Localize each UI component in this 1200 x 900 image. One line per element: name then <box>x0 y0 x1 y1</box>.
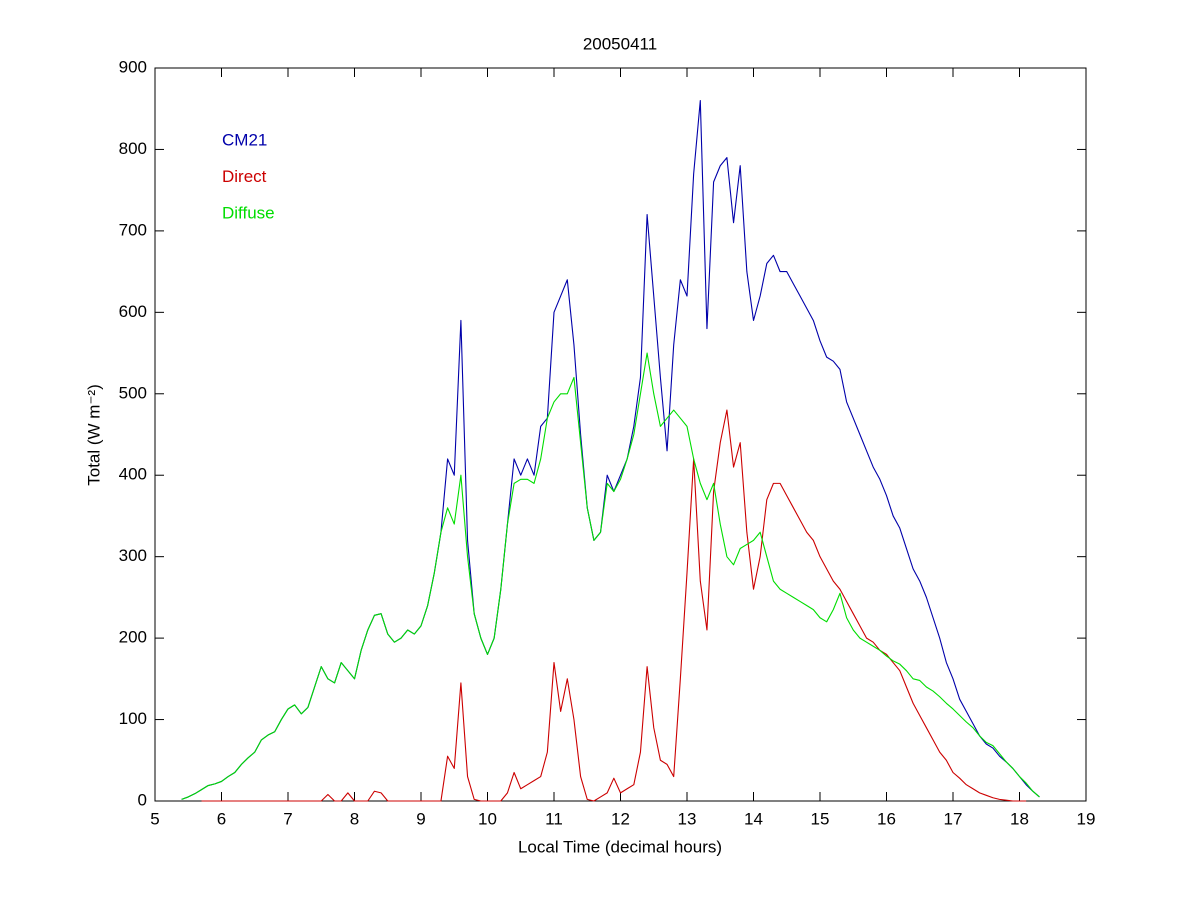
y-tick-label: 200 <box>119 628 147 647</box>
legend-entry: Direct <box>222 167 267 186</box>
x-tick-label: 5 <box>150 809 159 828</box>
x-tick-label: 6 <box>217 809 226 828</box>
legend-entry: CM21 <box>222 130 267 149</box>
x-tick-label: 14 <box>744 809 763 828</box>
x-axis-label: Local Time (decimal hours) <box>518 837 722 856</box>
y-tick-label: 300 <box>119 546 147 565</box>
x-tick-label: 10 <box>478 809 497 828</box>
x-tick-label: 7 <box>283 809 292 828</box>
y-tick-label: 0 <box>138 790 147 809</box>
x-tick-label: 17 <box>944 809 963 828</box>
x-tick-label: 8 <box>350 809 359 828</box>
y-tick-label: 800 <box>119 139 147 158</box>
x-tick-label: 13 <box>678 809 697 828</box>
x-tick-label: 9 <box>416 809 425 828</box>
x-tick-label: 19 <box>1077 809 1096 828</box>
y-tick-label: 900 <box>119 57 147 76</box>
y-tick-label: 400 <box>119 465 147 484</box>
x-tick-label: 15 <box>811 809 830 828</box>
legend-entry: Diffuse <box>222 203 275 222</box>
chart-title: 20050411 <box>583 34 657 53</box>
x-tick-label: 16 <box>877 809 896 828</box>
series-line <box>181 352 1040 800</box>
x-tick-label: 11 <box>545 809 563 828</box>
x-tick-label: 12 <box>611 809 630 828</box>
y-axis-label: Total (W m⁻²) <box>84 384 103 486</box>
y-tick-label: 600 <box>119 302 147 321</box>
y-tick-label: 700 <box>119 220 147 239</box>
x-tick-label: 18 <box>1010 809 1029 828</box>
y-tick-label: 500 <box>119 383 147 402</box>
y-tick-label: 100 <box>119 709 147 728</box>
